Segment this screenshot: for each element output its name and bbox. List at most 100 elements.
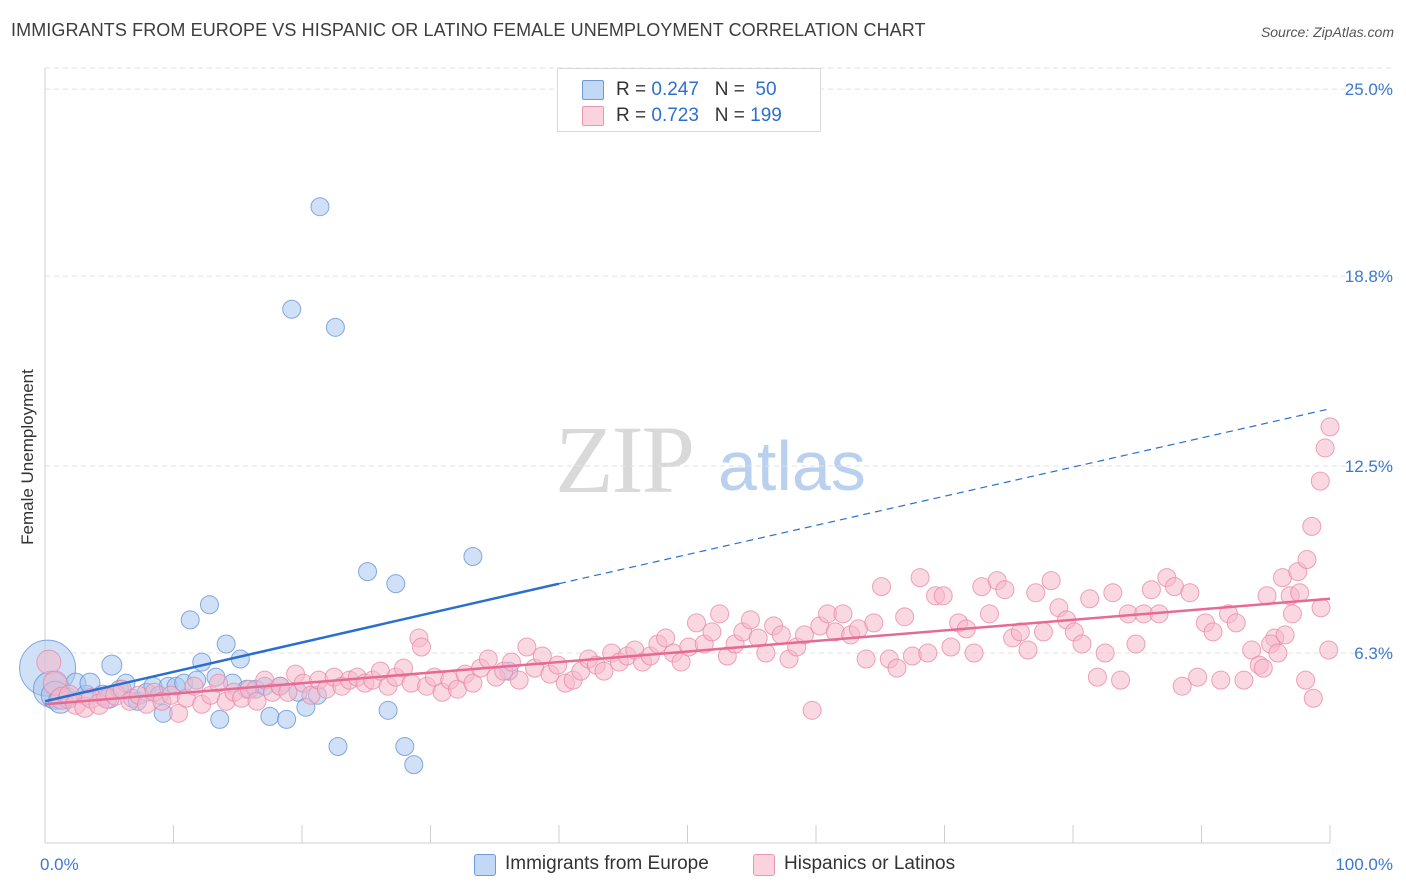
hispanic-point xyxy=(1234,670,1254,690)
r-value: 0.247 xyxy=(651,79,699,100)
y-axis-label: Female Unemployment xyxy=(18,369,37,545)
hispanic-point xyxy=(1253,658,1273,678)
hispanic-point xyxy=(36,649,62,675)
hispanic-point xyxy=(710,604,730,624)
hispanic-point xyxy=(872,577,892,597)
hispanic-point xyxy=(656,628,676,648)
europe-point xyxy=(404,755,424,775)
europe-point xyxy=(192,652,212,672)
hispanic-point xyxy=(1226,613,1246,633)
europe-point xyxy=(358,562,378,582)
series-legend: Immigrants from Europe Hispanics or Lati… xyxy=(0,852,1406,878)
hispanic-point xyxy=(247,691,267,711)
hispanic-point xyxy=(1310,471,1330,491)
hispanic-point xyxy=(1302,516,1322,536)
legend-swatch-europe xyxy=(582,80,604,100)
hispanic-point xyxy=(1290,583,1310,603)
europe-point xyxy=(378,700,398,720)
europe-point xyxy=(101,654,123,676)
hispanic-point xyxy=(1297,550,1317,570)
hispanic-point xyxy=(910,568,930,588)
hispanic-point xyxy=(895,607,915,627)
source-credit: Source: ZipAtlas.com xyxy=(1260,24,1394,40)
hispanic-point xyxy=(679,637,699,657)
hispanic-point xyxy=(401,673,421,693)
europe-point xyxy=(277,709,297,729)
legend-swatch-europe xyxy=(474,854,496,876)
hispanic-point xyxy=(532,646,552,666)
hispanic-point xyxy=(1010,622,1030,642)
europe-point xyxy=(210,709,230,729)
hispanic-point xyxy=(686,613,706,633)
hispanic-point xyxy=(1087,667,1107,687)
hispanic-point xyxy=(1072,634,1092,654)
r-label: R = xyxy=(616,79,652,100)
hispanic-point xyxy=(1041,571,1061,591)
y-tick-label: 18.8% xyxy=(1345,267,1393,286)
hispanic-point xyxy=(1095,643,1115,663)
hispanic-point xyxy=(1315,438,1335,458)
hispanic-point xyxy=(548,655,568,675)
hispanic-point xyxy=(794,625,814,645)
hispanic-point xyxy=(702,622,722,642)
europe-point xyxy=(310,197,330,217)
hispanic-point xyxy=(979,604,999,624)
n-value: 50 xyxy=(755,79,777,100)
hispanic-point xyxy=(1141,580,1161,600)
n-label: N = xyxy=(714,79,751,100)
hispanic-point xyxy=(902,646,922,666)
hispanic-point xyxy=(1126,634,1146,654)
europe-point xyxy=(395,737,415,757)
hispanic-point xyxy=(1111,670,1131,690)
x-tick-label: 100.0% xyxy=(1335,855,1393,874)
legend-swatch-hispanic xyxy=(582,106,604,126)
europe-point xyxy=(216,634,236,654)
hispanic-point xyxy=(594,661,614,681)
hispanic-point xyxy=(802,700,822,720)
hispanic-point xyxy=(1026,583,1046,603)
hispanic-point xyxy=(1203,622,1223,642)
legend-swatch-hispanic xyxy=(753,854,775,876)
hispanic-point xyxy=(412,637,432,657)
hispanic-point xyxy=(478,649,498,669)
hispanic-point xyxy=(1311,598,1331,618)
hispanic-point xyxy=(995,580,1015,600)
hispanic-point xyxy=(833,604,853,624)
y-tick-label: 25.0% xyxy=(1345,80,1393,99)
europe-point xyxy=(260,706,280,726)
europe-point xyxy=(325,317,345,337)
hispanic-point xyxy=(208,673,228,693)
hispanic-point xyxy=(864,613,884,633)
hispanic-point xyxy=(933,586,953,606)
y-tick-label: 12.5% xyxy=(1345,457,1393,476)
europe-point xyxy=(463,547,483,567)
hispanic-point xyxy=(169,703,189,723)
hispanic-point xyxy=(1242,640,1262,660)
hispanic-point xyxy=(1080,589,1100,609)
r-label: R = xyxy=(616,105,652,126)
hispanic-point xyxy=(1282,604,1302,624)
hispanic-point xyxy=(1033,622,1053,642)
hispanic-point xyxy=(740,610,760,630)
hispanic-point xyxy=(517,637,537,657)
hispanic-point xyxy=(394,658,414,678)
hispanic-point xyxy=(1303,688,1323,708)
hispanic-point xyxy=(918,643,938,663)
hispanic-point xyxy=(1172,676,1192,696)
hispanic-point xyxy=(1103,583,1123,603)
hispanic-trend-line xyxy=(44,597,1331,706)
hispanic-point xyxy=(1268,643,1288,663)
hispanic-point xyxy=(964,643,984,663)
hispanic-point xyxy=(1275,625,1295,645)
legend-label-hispanic: Hispanics or Latinos xyxy=(784,853,956,874)
r-value: 0.723 xyxy=(651,105,699,126)
hispanic-point xyxy=(887,658,907,678)
europe-point xyxy=(282,299,302,319)
europe-point xyxy=(199,595,219,615)
hispanic-point xyxy=(1257,586,1277,606)
hispanic-point xyxy=(1211,670,1231,690)
legend-label-europe: Immigrants from Europe xyxy=(505,853,709,874)
hispanic-point xyxy=(771,625,791,645)
hispanic-point xyxy=(1188,667,1208,687)
